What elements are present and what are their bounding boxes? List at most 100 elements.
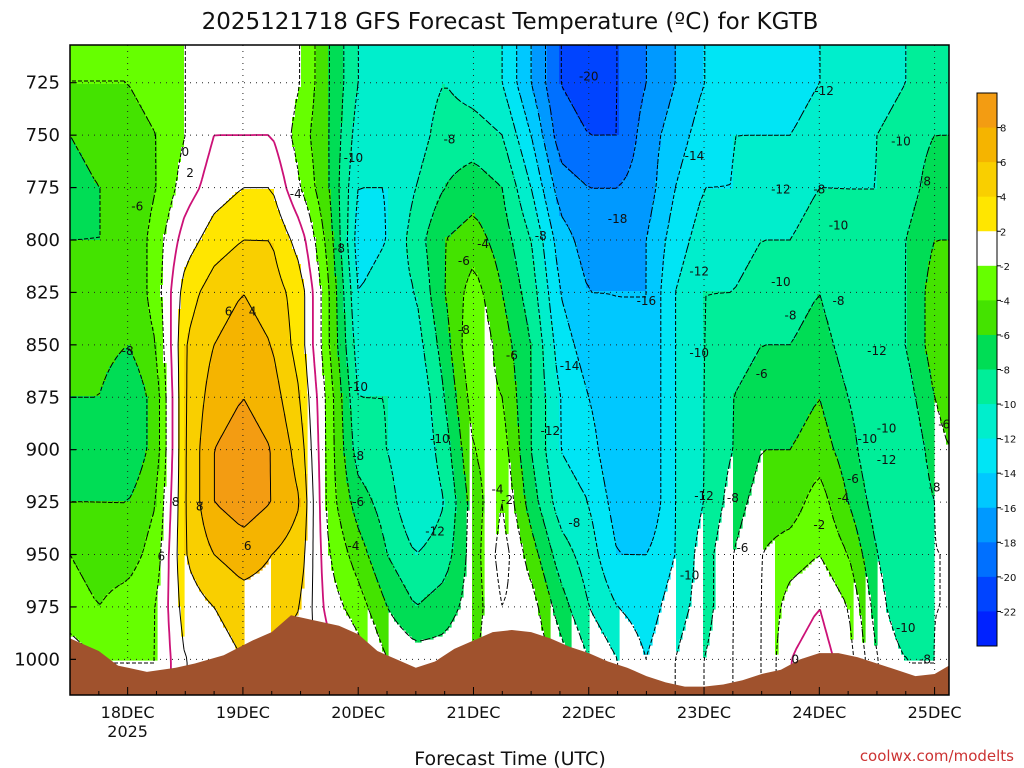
- temp-band-cell: [292, 522, 296, 622]
- temp-band-cell: [928, 369, 932, 481]
- temp-band-cell: [622, 555, 626, 613]
- contour-line: [545, 45, 647, 189]
- contour-label: -12: [689, 264, 709, 278]
- temp-band-cell: [928, 147, 932, 262]
- temp-band-cell: [496, 183, 500, 271]
- temp-band-cell: [445, 87, 449, 184]
- temp-band-cell: [574, 45, 578, 112]
- temp-band-cell: [664, 240, 668, 592]
- temp-band-cell: [550, 228, 554, 322]
- legend-label: 2: [1000, 227, 1006, 238]
- temp-band-cell: [526, 228, 530, 325]
- temp-band-cell: [79, 153, 83, 241]
- temp-band-cell: [553, 243, 557, 349]
- temp-band-cell: [550, 549, 554, 604]
- temp-band-cell: [439, 366, 443, 484]
- temp-band-cell: [565, 45, 569, 97]
- temp-band-cell: [151, 516, 155, 661]
- temp-band-cell: [142, 111, 146, 385]
- temp-band-cell: [772, 45, 776, 136]
- temp-band-cell: [424, 45, 428, 154]
- temp-band-cell: [502, 87, 506, 142]
- temp-band-cell: [601, 45, 605, 136]
- temp-band-cell: [850, 189, 854, 412]
- temp-band-cell: [229, 420, 233, 517]
- temp-band-cell: [187, 261, 191, 334]
- temp-band-cell: [811, 201, 815, 307]
- temp-band-cell: [280, 543, 284, 643]
- temp-band-cell: [862, 189, 866, 481]
- x-tick-label: 24DEC: [792, 703, 846, 722]
- temp-band-cell: [556, 519, 560, 574]
- temp-band-cell: [382, 396, 386, 538]
- temp-band-cell: [487, 123, 491, 175]
- temp-band-cell: [424, 153, 428, 364]
- temp-band-cell: [325, 45, 329, 259]
- temp-band-cell: [427, 384, 431, 541]
- temp-band-cell: [82, 396, 86, 502]
- temp-band-cell: [352, 450, 356, 514]
- temp-band-cell: [142, 45, 146, 112]
- temp-band-cell: [853, 189, 857, 427]
- temp-band-cell: [127, 579, 131, 661]
- temp-band-cell: [565, 315, 569, 463]
- temp-band-cell: [364, 546, 368, 601]
- temp-band-cell: [598, 456, 602, 559]
- legend-label: -16: [1000, 504, 1016, 515]
- temp-band-cell: [208, 222, 212, 277]
- temp-band-cell: [505, 150, 509, 214]
- temp-band-cell: [844, 489, 848, 550]
- temp-band-cell: [583, 495, 587, 589]
- temp-band-cell: [589, 189, 593, 292]
- temp-band-cell: [211, 351, 215, 553]
- temp-band-cell: [187, 333, 191, 565]
- temp-band-cell: [463, 291, 467, 370]
- temp-band-cell: [625, 555, 629, 619]
- temp-band-cell: [280, 399, 284, 544]
- temp-band-cell: [352, 570, 356, 625]
- temp-band-cell: [784, 135, 788, 241]
- temp-band-cell: [592, 417, 596, 529]
- temp-band-cell: [568, 228, 572, 328]
- temp-band-cell: [313, 45, 317, 91]
- temp-band-cell: [241, 399, 245, 529]
- temp-band-cell: [649, 546, 653, 646]
- temp-band-cell: [595, 543, 599, 622]
- temp-band-cell: [214, 504, 218, 556]
- temp-band-cell: [889, 111, 893, 622]
- temp-band-cell: [592, 45, 596, 136]
- temp-band-cell: [625, 291, 629, 556]
- contour-label: 0: [181, 145, 189, 159]
- temp-band-cell: [433, 444, 437, 529]
- temp-band-cell: [490, 177, 494, 250]
- temp-band-cell: [403, 528, 407, 586]
- temp-band-cell: [820, 300, 824, 406]
- temp-band-cell: [223, 327, 227, 433]
- temp-band-cell: [679, 273, 683, 640]
- temp-band-cell: [706, 291, 710, 646]
- temp-band-cell: [358, 45, 362, 190]
- contour-label: -4: [837, 491, 849, 505]
- temp-band-cell: [355, 522, 359, 577]
- temp-band-cell: [85, 84, 89, 166]
- temp-band-cell: [793, 129, 797, 235]
- temp-band-cell: [373, 507, 377, 574]
- temp-band-cell: [736, 285, 740, 391]
- temp-band-cell: [238, 402, 242, 526]
- temp-band-cell: [331, 384, 335, 571]
- temp-band-cell: [835, 189, 839, 355]
- temp-band-cell: [508, 231, 512, 334]
- x-tick-label: 20DEC: [331, 703, 385, 722]
- temp-band-cell: [421, 600, 425, 640]
- temp-band-cell: [775, 537, 779, 655]
- temp-band-cell: [490, 126, 494, 178]
- temp-band-cell: [226, 567, 230, 631]
- y-tick-label: 900: [26, 440, 60, 461]
- temp-band-cell: [835, 45, 839, 190]
- temp-band-cell: [787, 450, 791, 529]
- temp-band-cell: [439, 45, 443, 94]
- temp-band-cell: [547, 99, 551, 163]
- contour-line: [516, 45, 706, 556]
- temp-band-cell: [733, 45, 737, 136]
- temp-band-cell: [445, 303, 449, 415]
